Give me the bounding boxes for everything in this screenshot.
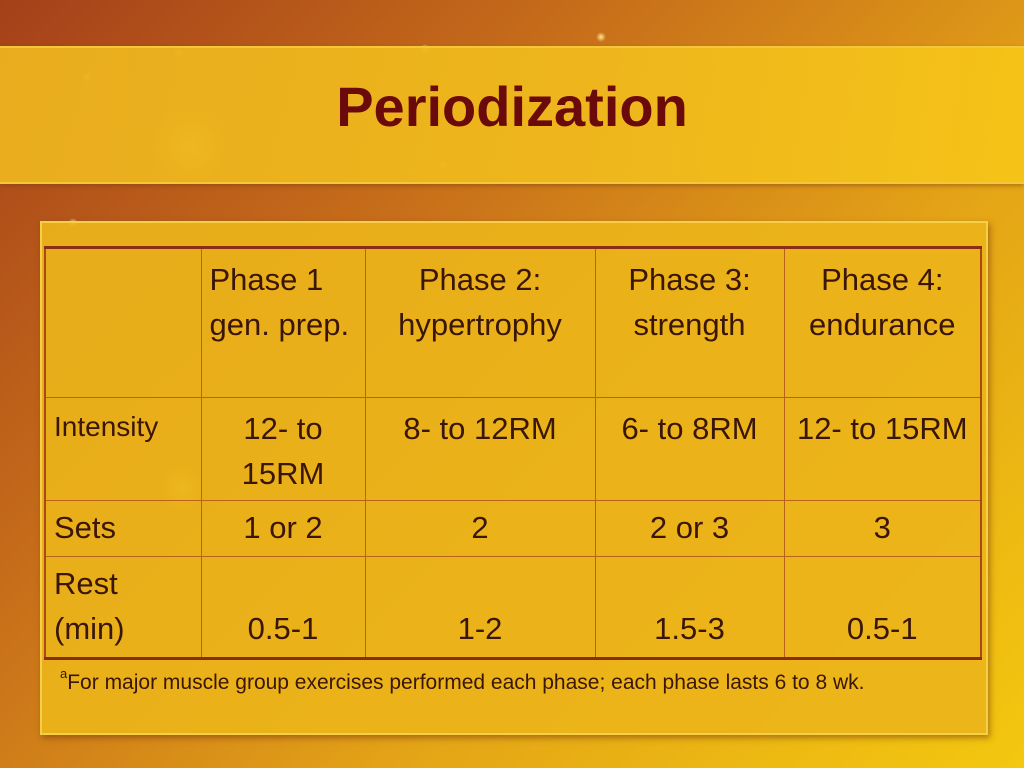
header-corner-cell: [44, 247, 202, 398]
cell-intensity-phase-1: 12- to 15RM: [200, 397, 366, 501]
table-header-row: Phase 1 gen. prep. Phase 2: hypertrophy …: [44, 247, 982, 398]
sparkle-dot: [596, 32, 606, 42]
cell-sets-phase-3: 2 or 3: [594, 500, 785, 557]
cell-rest-phase-3: 1.5-3: [594, 556, 785, 659]
cell-sets-phase-2: 2: [364, 500, 596, 557]
footnote-text: For major muscle group exercises perform…: [67, 671, 865, 694]
title-band: [0, 46, 1024, 184]
cell-rest-phase-4: 0.5-1: [783, 556, 982, 659]
table-footnote: aFor major muscle group exercises perfor…: [60, 664, 960, 701]
footnote-marker: a: [60, 666, 68, 681]
header-phase-1: Phase 1 gen. prep.: [200, 247, 366, 398]
cell-sets-phase-4: 3: [783, 500, 982, 557]
cell-sets-phase-1: 1 or 2: [200, 500, 366, 557]
row-label-sets: Sets: [44, 500, 202, 557]
table-row-sets: Sets 1 or 2 2 2 or 3 3: [44, 500, 982, 557]
table-row-intensity: Intensity 12- to 15RM 8- to 12RM 6- to 8…: [44, 397, 982, 501]
row-label-intensity: Intensity: [44, 397, 202, 501]
row-label-rest: Rest (min): [44, 556, 202, 659]
periodization-table: Phase 1 gen. prep. Phase 2: hypertrophy …: [44, 246, 982, 660]
cell-rest-phase-2: 1-2: [364, 556, 596, 659]
header-phase-3: Phase 3: strength: [594, 247, 785, 398]
slide-title: Periodization: [336, 75, 688, 138]
cell-intensity-phase-4: 12- to 15RM: [783, 397, 982, 501]
cell-intensity-phase-2: 8- to 12RM: [364, 397, 596, 501]
table-row-rest: Rest (min) 0.5-1 1-2 1.5-3 0.5-1: [44, 556, 982, 659]
header-phase-2: Phase 2: hypertrophy: [364, 247, 596, 398]
header-phase-4: Phase 4: endurance: [783, 247, 982, 398]
cell-rest-phase-1: 0.5-1: [200, 556, 366, 659]
cell-intensity-phase-3: 6- to 8RM: [594, 397, 785, 501]
